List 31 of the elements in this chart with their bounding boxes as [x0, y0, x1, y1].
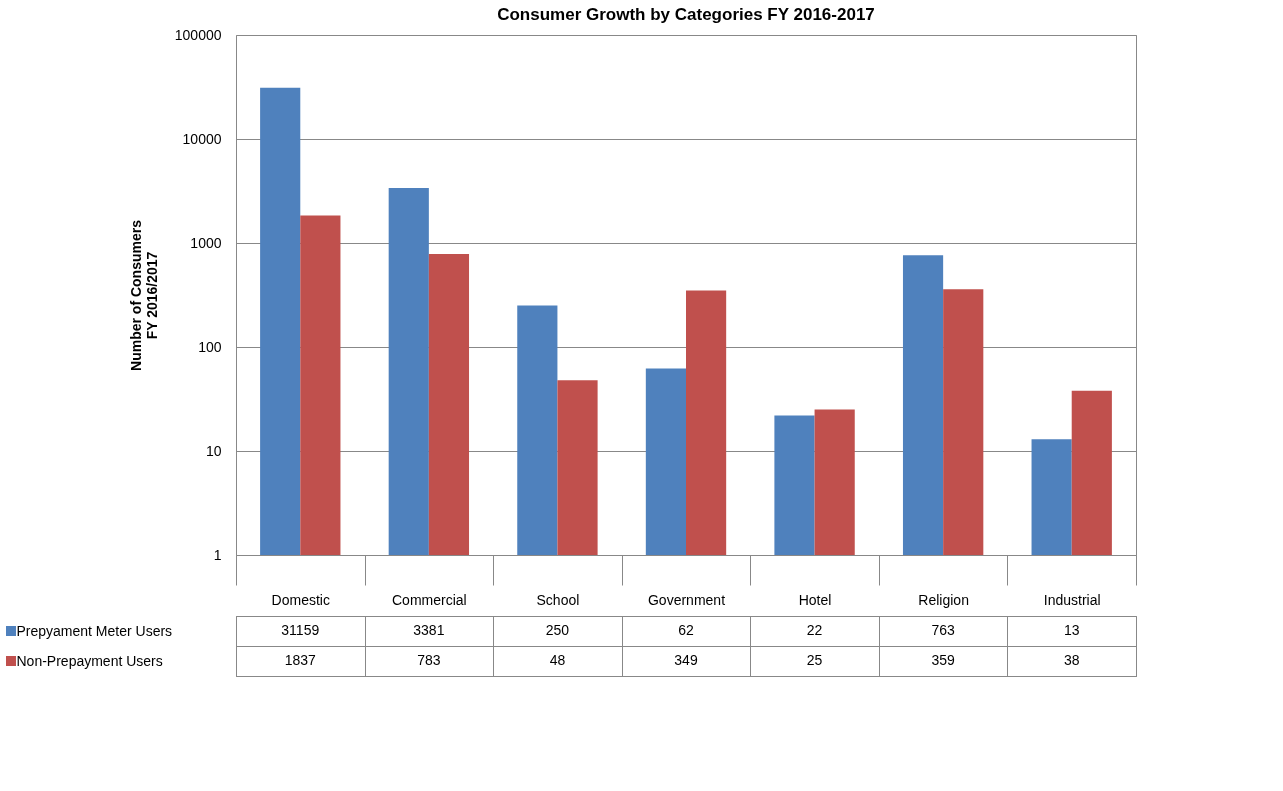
data-label: 31159: [281, 622, 320, 638]
data-label: 62: [678, 622, 694, 638]
data-label: 250: [545, 622, 570, 638]
legend-label: Non-Prepayment Users: [16, 652, 163, 669]
x-tick-label: Hotel: [798, 591, 832, 608]
y-tick-label: 100000: [174, 26, 222, 43]
y-tick-label: 1000: [190, 234, 222, 251]
data-label: 349: [674, 652, 698, 668]
y-tick-label: 10: [205, 442, 222, 459]
x-tick-label: School: [536, 591, 580, 608]
x-tick-label: Government: [647, 591, 726, 608]
legend-label: Prepyament Meter Users: [16, 622, 173, 639]
data-label: 25: [806, 652, 823, 668]
data-label: 13: [1063, 622, 1080, 638]
data-label: 783: [417, 652, 441, 668]
data-label: 1837: [284, 652, 317, 668]
x-tick-label: Religion: [918, 591, 969, 608]
data-label: 38: [1063, 652, 1080, 668]
data-label: 48: [549, 652, 566, 668]
x-tick-label: Domestic: [271, 591, 330, 608]
y-tick-label: 1: [213, 546, 222, 563]
chart-title: Consumer Growth by Categories FY 2016-2017: [497, 5, 875, 24]
y-tick-label: 10000: [182, 130, 222, 147]
y-tick-label: 100: [198, 338, 222, 355]
y-axis-title: Number of Consumers FY 2016/2017: [127, 219, 160, 371]
data-label: 3381: [413, 622, 445, 638]
data-label: 22: [806, 622, 823, 638]
x-tick-label: Commercial: [392, 591, 467, 608]
data-label: 359: [931, 652, 956, 668]
data-label: 763: [931, 622, 956, 638]
x-tick-label: Industrial: [1043, 591, 1101, 608]
